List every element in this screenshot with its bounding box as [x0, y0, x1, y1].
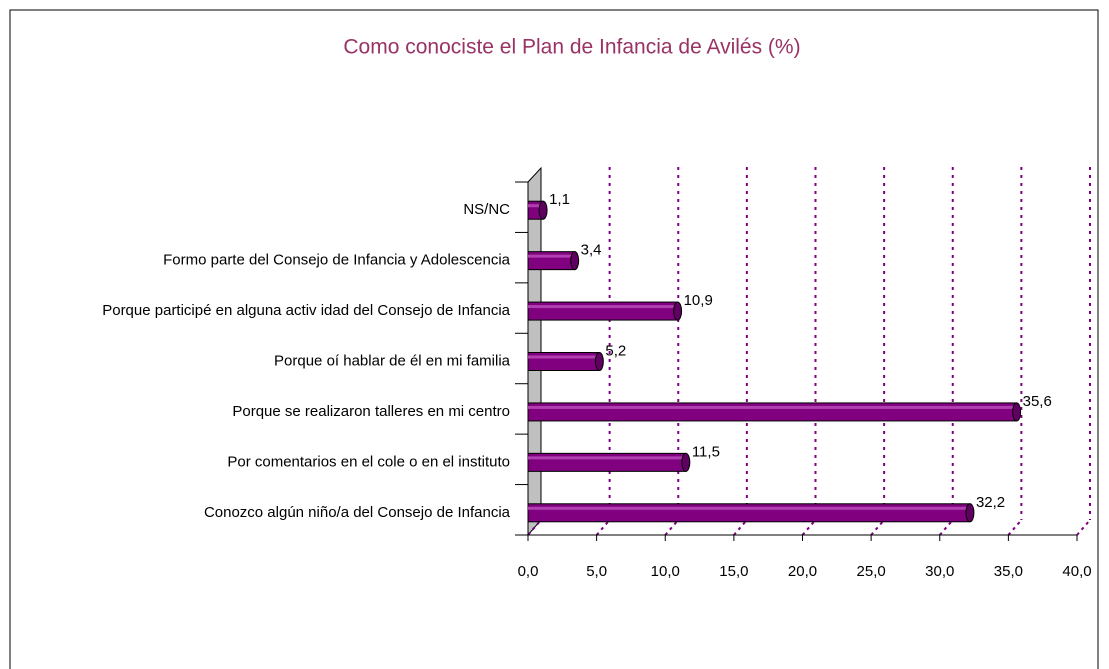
- x-tick-label: 25,0: [857, 563, 886, 580]
- side-wall: [527, 166, 542, 537]
- chart-frame: [9, 9, 1099, 669]
- bar-cap: [673, 301, 683, 321]
- floor-line: [938, 519, 954, 536]
- floor-line: [527, 519, 542, 536]
- bar-cap: [594, 352, 604, 371]
- floor-line: [801, 519, 817, 536]
- bar: [527, 301, 679, 321]
- data-label: 1,1: [549, 191, 570, 208]
- data-label: 10,9: [684, 292, 713, 309]
- floor-line: [595, 519, 611, 536]
- floor-line: [1076, 519, 1091, 536]
- data-label: 11,5: [692, 443, 720, 460]
- floor-line: [870, 519, 885, 536]
- data-label: 5,2: [605, 342, 626, 359]
- y-tick-label: Conozco algún niño/a del Consejo de Infa…: [204, 504, 511, 521]
- data-label: 32,2: [976, 494, 1005, 511]
- bar-highlight: [528, 506, 970, 510]
- bar-highlight: [528, 204, 544, 208]
- bar-cap: [570, 251, 580, 271]
- bar: [527, 503, 971, 523]
- bar-highlight: [528, 254, 575, 258]
- bar-cap: [681, 452, 691, 472]
- x-tick-label: 35,0: [994, 563, 1023, 580]
- bar: [527, 452, 687, 472]
- bar-cap: [538, 200, 548, 220]
- y-tick-label: NS/NC: [463, 201, 510, 218]
- bar-highlight: [528, 355, 600, 359]
- bar-cap: [965, 503, 975, 523]
- bar-cap: [1012, 402, 1022, 422]
- y-tick-label: Porque se realizaron talleres en mi cent…: [232, 403, 510, 420]
- bar-highlight: [528, 405, 1017, 409]
- bar: [527, 402, 1018, 422]
- x-tick-label: 10,0: [651, 563, 680, 580]
- y-tick-label: Porque oí hablar de él en mi familia: [274, 352, 511, 369]
- chart-title: Como conociste el Plan de Infancia de Av…: [343, 36, 800, 59]
- bar-highlight: [528, 456, 686, 460]
- data-label: 35,6: [1023, 393, 1052, 410]
- x-tick-label: 15,0: [719, 563, 748, 580]
- bar: [527, 251, 576, 271]
- x-tick-label: 5,0: [586, 563, 607, 580]
- x-tick-label: 30,0: [925, 563, 954, 580]
- floor-line: [1007, 519, 1023, 536]
- x-tick-label: 40,0: [1062, 563, 1091, 580]
- data-label: 3,4: [581, 242, 602, 259]
- floor-line: [733, 519, 748, 536]
- floor-line: [664, 519, 680, 536]
- x-tick-label: 20,0: [788, 563, 817, 580]
- y-tick-label: Porque participé en alguna activ idad de…: [102, 302, 510, 319]
- x-tick-label: 0,0: [518, 563, 539, 580]
- y-tick-label: Por comentarios en el cole o en el insti…: [227, 453, 510, 470]
- y-tick-label: Formo parte del Consejo de Infancia y Ad…: [163, 252, 511, 269]
- bar: [527, 352, 600, 371]
- bar-highlight: [528, 305, 678, 309]
